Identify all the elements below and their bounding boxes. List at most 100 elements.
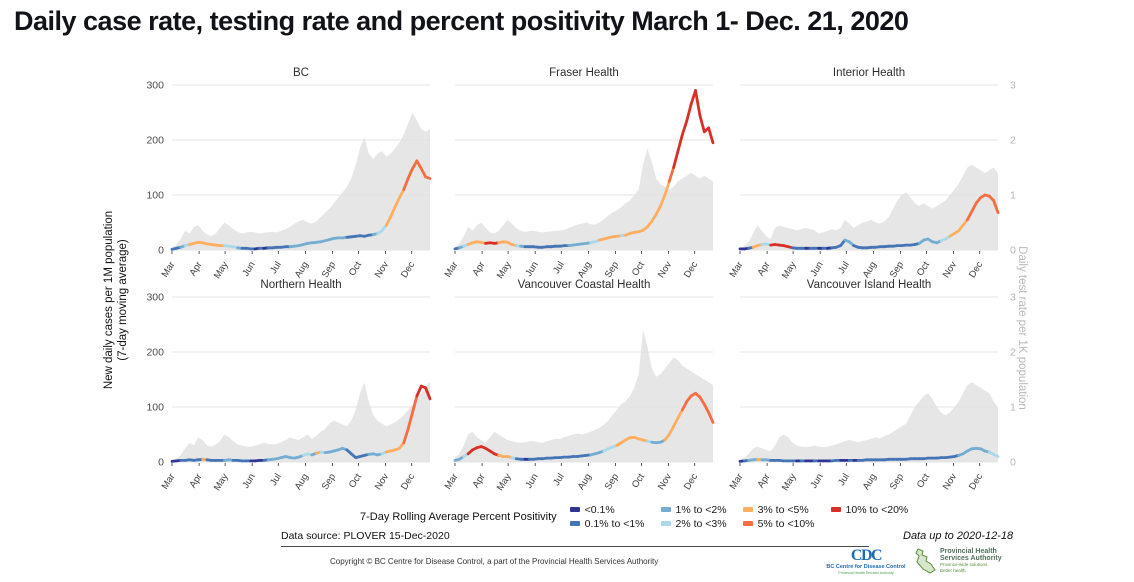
- copyright-note: Copyright © BC Centre for Disease Contro…: [330, 557, 659, 566]
- legend-label: 0.1% to <1%: [584, 517, 645, 530]
- legend-title: 7-Day Rolling Average Percent Positivity: [360, 510, 557, 523]
- cases-line-segment: [694, 89, 702, 117]
- x-tick-label: Oct: [915, 259, 932, 278]
- cases-line-segment: [397, 188, 406, 200]
- legend-label: 5% to <10%: [757, 517, 815, 530]
- x-tick-label: Mar: [160, 472, 178, 492]
- cases-line: [170, 159, 432, 251]
- x-tick-label: Aug: [861, 260, 879, 280]
- x-tick-label: Jul: [268, 260, 284, 276]
- legend-label: 10% to <20%: [845, 503, 909, 516]
- test-rate-area: [740, 164, 998, 250]
- x-tick-label: Oct: [630, 471, 647, 490]
- legend-entry: 0.1% to <1%: [569, 517, 645, 530]
- panel-title: Vancouver Island Health: [807, 279, 931, 291]
- test-rate-area: [172, 382, 430, 462]
- cases-line-segment: [676, 408, 684, 420]
- phsa-name-line1: Provincial Health: [940, 548, 997, 555]
- cases-line-segment: [384, 215, 393, 227]
- x-tick-label: Dec: [399, 260, 417, 280]
- cases-line-segment: [402, 177, 410, 191]
- cases-line-segment: [393, 196, 401, 209]
- cases-line-segment: [424, 386, 432, 401]
- cases-line-segment: [411, 394, 419, 414]
- legend-entries: <0.1% 0.1% to <1% 1% to <2% 2% to <3% 3% to …: [569, 503, 909, 530]
- right-axis-tick: 0: [1010, 245, 1016, 257]
- cases-line: [738, 193, 1000, 251]
- x-tick-label: Jun: [240, 260, 257, 279]
- bc-map-icon: [915, 548, 936, 574]
- left-axis-tick: 300: [146, 80, 164, 92]
- x-tick-label: May: [780, 260, 799, 281]
- bccdc-logo: CDC BC Centre for Disease Control Provin…: [820, 548, 912, 575]
- legend-column: 3% to <5% 5% to <10%: [742, 503, 815, 530]
- cases-line: [453, 89, 715, 251]
- x-tick-label: Aug: [293, 472, 311, 492]
- x-tick-label: Sep: [320, 260, 338, 280]
- legend-label: 1% to <2%: [675, 503, 727, 516]
- cases-line-segment: [389, 205, 397, 219]
- x-tick-label: Aug: [861, 472, 879, 492]
- panel-title: Interior Health: [833, 67, 905, 79]
- x-tick-label: Aug: [576, 472, 594, 492]
- x-tick-label: Jul: [836, 472, 852, 488]
- x-tick-label: May: [780, 472, 799, 493]
- x-tick-label: Dec: [399, 472, 417, 492]
- x-tick-label: Jun: [240, 472, 257, 491]
- legend-swatch: [660, 507, 671, 512]
- x-tick-label: Nov: [656, 260, 674, 280]
- bccdc-logo-subcaption: Provincial Health Services Authority: [838, 570, 894, 575]
- x-tick-label: Apr: [470, 260, 487, 278]
- panel-title: Fraser Health: [549, 67, 619, 79]
- legend-entry: 2% to <3%: [660, 517, 727, 530]
- x-tick-label: Jun: [523, 472, 540, 491]
- cases-line-segment: [663, 179, 671, 197]
- x-tick-label: Nov: [373, 260, 391, 280]
- x-tick-label: Jul: [551, 472, 567, 488]
- x-tick-label: Jun: [808, 260, 825, 279]
- cases-line-segment: [698, 395, 706, 406]
- cases-line-segment: [654, 204, 662, 216]
- x-tick-label: Oct: [915, 471, 932, 490]
- legend-label: 3% to <5%: [757, 503, 809, 516]
- bccdc-logo-caption: BC Centre for Disease Control: [826, 564, 906, 570]
- cases-line: [453, 391, 715, 462]
- legend-label: 2% to <3%: [675, 517, 727, 530]
- cases-line-segment: [676, 133, 684, 153]
- right-axis-tick: 2: [1010, 135, 1016, 147]
- cases-line-segment: [424, 175, 432, 180]
- left-axis-tick: 300: [146, 292, 164, 304]
- x-tick-label: Mar: [728, 260, 746, 280]
- phsa-tagline-line1: Province-wide solutions.: [940, 562, 989, 567]
- x-tick-label: May: [495, 472, 514, 493]
- left-axis-tick: 0: [158, 245, 164, 257]
- phsa-name-line2: Services Authority: [940, 555, 1002, 562]
- page-title: Daily case rate, testing rate and percen…: [14, 6, 909, 36]
- cases-line-segment: [707, 411, 715, 424]
- cases-line-segment: [672, 416, 680, 428]
- phsa-logo: Provincial Health Services Authority Pro…: [914, 548, 1002, 575]
- x-tick-label: May: [495, 260, 514, 281]
- x-tick-label: Sep: [888, 260, 906, 280]
- cases-line-segment: [667, 166, 675, 183]
- x-tick-label: Oct: [347, 259, 364, 278]
- x-tick-label: Apr: [187, 260, 204, 278]
- cases-line-segment: [702, 402, 710, 414]
- left-axis-label-line1: New daily cases per 1M population: [103, 210, 115, 390]
- legend: 7-Day Rolling Average Percent Positivity…: [360, 503, 908, 530]
- x-tick-label: Dec: [967, 260, 985, 280]
- right-axis-label: Daily test rate per 1K population: [1016, 246, 1028, 410]
- x-tick-label: Nov: [941, 472, 959, 492]
- x-tick-label: Mar: [443, 472, 461, 492]
- cases-line-segment: [672, 149, 680, 169]
- test-rate-area: [740, 382, 998, 462]
- phsa-tagline-line2: Better health.: [940, 567, 967, 573]
- data-source-text: Data source: PLOVER 15-Dec-2020: [281, 530, 450, 542]
- x-tick-label: Apr: [755, 472, 772, 490]
- legend-entry: 5% to <10%: [742, 517, 815, 530]
- x-tick-label: Jun: [523, 260, 540, 279]
- x-tick-label: Dec: [682, 260, 700, 280]
- legend-entry: <0.1%: [569, 503, 645, 516]
- cases-line-segment: [681, 119, 689, 136]
- x-tick-label: Nov: [373, 472, 391, 492]
